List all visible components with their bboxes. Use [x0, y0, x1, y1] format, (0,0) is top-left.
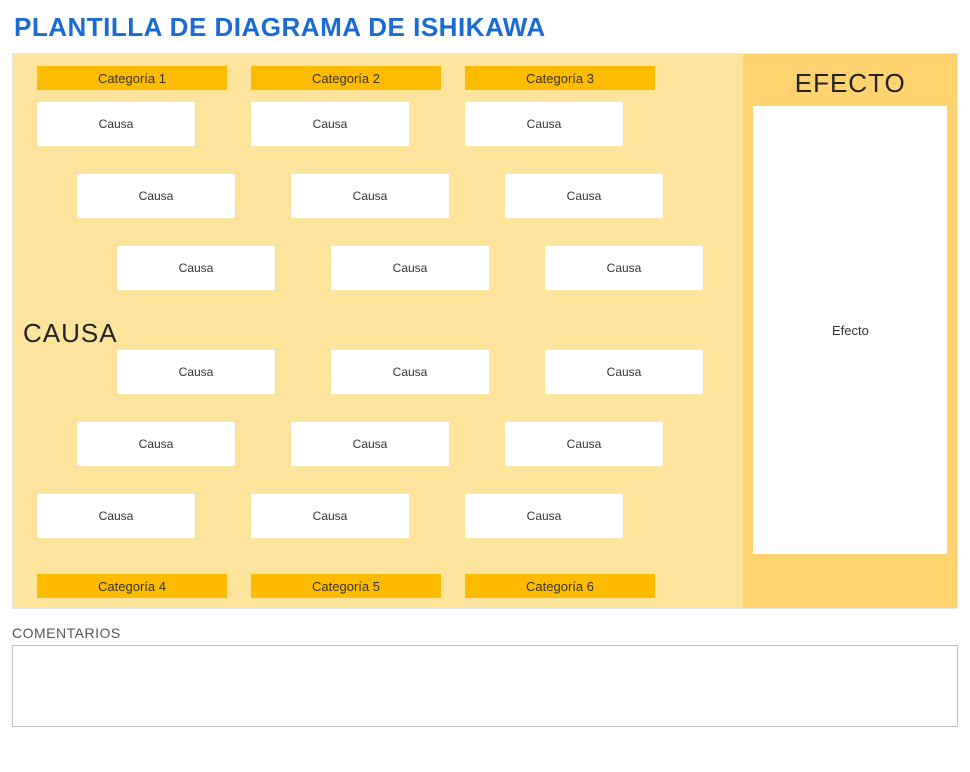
cause-box: Causa [545, 246, 703, 290]
cause-box: Causa [291, 422, 449, 466]
category-header-5: Categoría 5 [251, 574, 441, 598]
cause-box: Causa [77, 174, 235, 218]
cause-box: Causa [117, 246, 275, 290]
cause-box: Causa [331, 350, 489, 394]
cause-box: Causa [291, 174, 449, 218]
cause-box: Causa [505, 422, 663, 466]
category-header-6: Categoría 6 [465, 574, 655, 598]
ishikawa-diagram: CAUSA Categoría 1 Categoría 2 Categoría … [12, 53, 958, 609]
category-header-1: Categoría 1 [37, 66, 227, 90]
cause-box: Causa [117, 350, 275, 394]
cause-box: Causa [251, 102, 409, 146]
comments-box[interactable] [12, 645, 958, 727]
category-header-2: Categoría 2 [251, 66, 441, 90]
cause-box: Causa [37, 102, 195, 146]
category-header-4: Categoría 4 [37, 574, 227, 598]
page-title: PLANTILLA DE DIAGRAMA DE ISHIKAWA [12, 12, 958, 43]
cause-box: Causa [331, 246, 489, 290]
causa-label: CAUSA [23, 318, 118, 349]
cause-box: Causa [545, 350, 703, 394]
cause-box: Causa [465, 102, 623, 146]
cause-box: Causa [251, 494, 409, 538]
efecto-label: EFECTO [743, 68, 957, 99]
cause-box: Causa [77, 422, 235, 466]
cause-box: Causa [505, 174, 663, 218]
causa-panel: CAUSA Categoría 1 Categoría 2 Categoría … [13, 54, 743, 608]
comments-label: COMENTARIOS [12, 625, 958, 641]
efecto-box: Efecto [753, 106, 947, 554]
cause-box: Causa [465, 494, 623, 538]
cause-box: Causa [37, 494, 195, 538]
category-header-3: Categoría 3 [465, 66, 655, 90]
efecto-panel: EFECTO Efecto [743, 54, 957, 608]
